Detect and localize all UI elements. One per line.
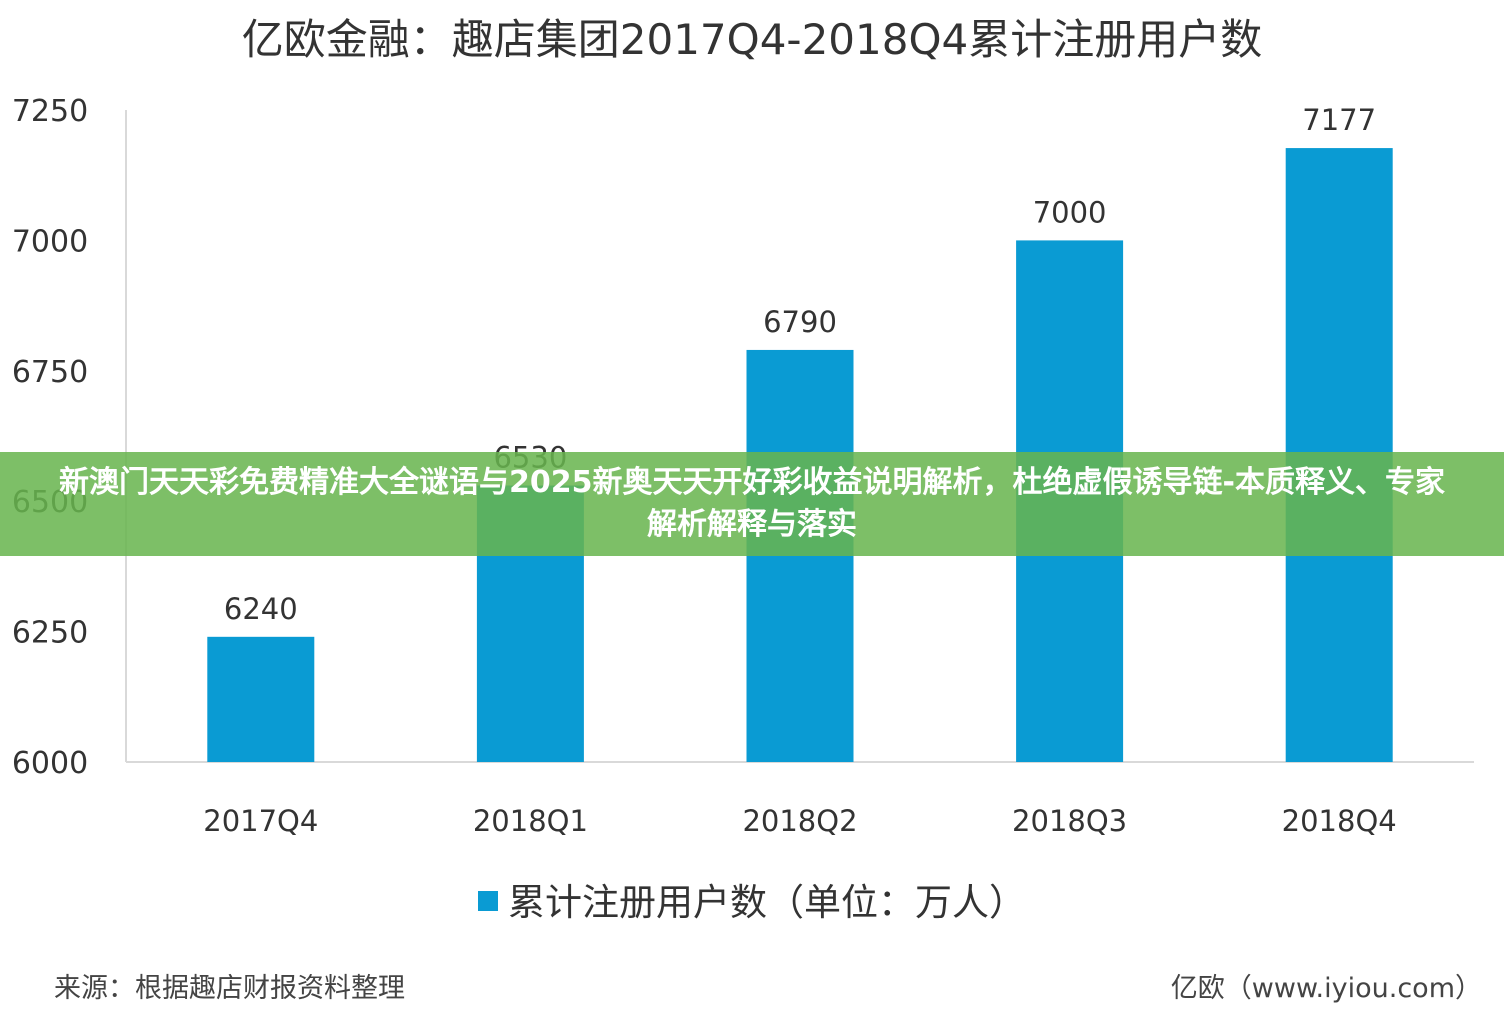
x-tick-label: 2018Q2 [742, 804, 857, 838]
bar [207, 636, 315, 762]
legend-swatch [478, 890, 498, 911]
y-tick-label: 6750 [12, 355, 88, 390]
y-tick-label: 6000 [12, 746, 88, 781]
data-label: 7177 [1302, 103, 1376, 137]
y-tick-label: 7000 [12, 224, 88, 259]
overlay-banner: 新澳门天天彩免费精准大全谜语与2025新奥天天开好彩收益说明解析，杜绝虚假诱导链… [0, 452, 1504, 556]
y-tick-label: 6250 [12, 616, 88, 651]
source-note: 来源：根据趣店财报资料整理 [54, 973, 405, 1004]
x-tick-label: 2018Q4 [1282, 804, 1397, 838]
y-tick-label: 7250 [12, 94, 88, 129]
legend-label: 累计注册用户数（单位：万人） [508, 881, 1026, 924]
x-tick-label: 2018Q1 [473, 804, 588, 838]
data-label: 6240 [224, 592, 298, 626]
credit-note: 亿欧（www.iyiou.com） [1170, 973, 1482, 1004]
chart-title: 亿欧金融：趣店集团2017Q4-2018Q4累计注册用户数 [241, 15, 1263, 64]
legend: 累计注册用户数（单位：万人） [0, 872, 1504, 926]
data-label: 7000 [1033, 195, 1107, 229]
data-label: 6790 [763, 305, 837, 339]
banner-text: 新澳门天天彩免费精准大全谜语与2025新奥天天开好彩收益说明解析，杜绝虚假诱导链… [59, 465, 1445, 542]
x-tick-label: 2017Q4 [203, 804, 318, 838]
x-tick-label: 2018Q3 [1012, 804, 1127, 838]
